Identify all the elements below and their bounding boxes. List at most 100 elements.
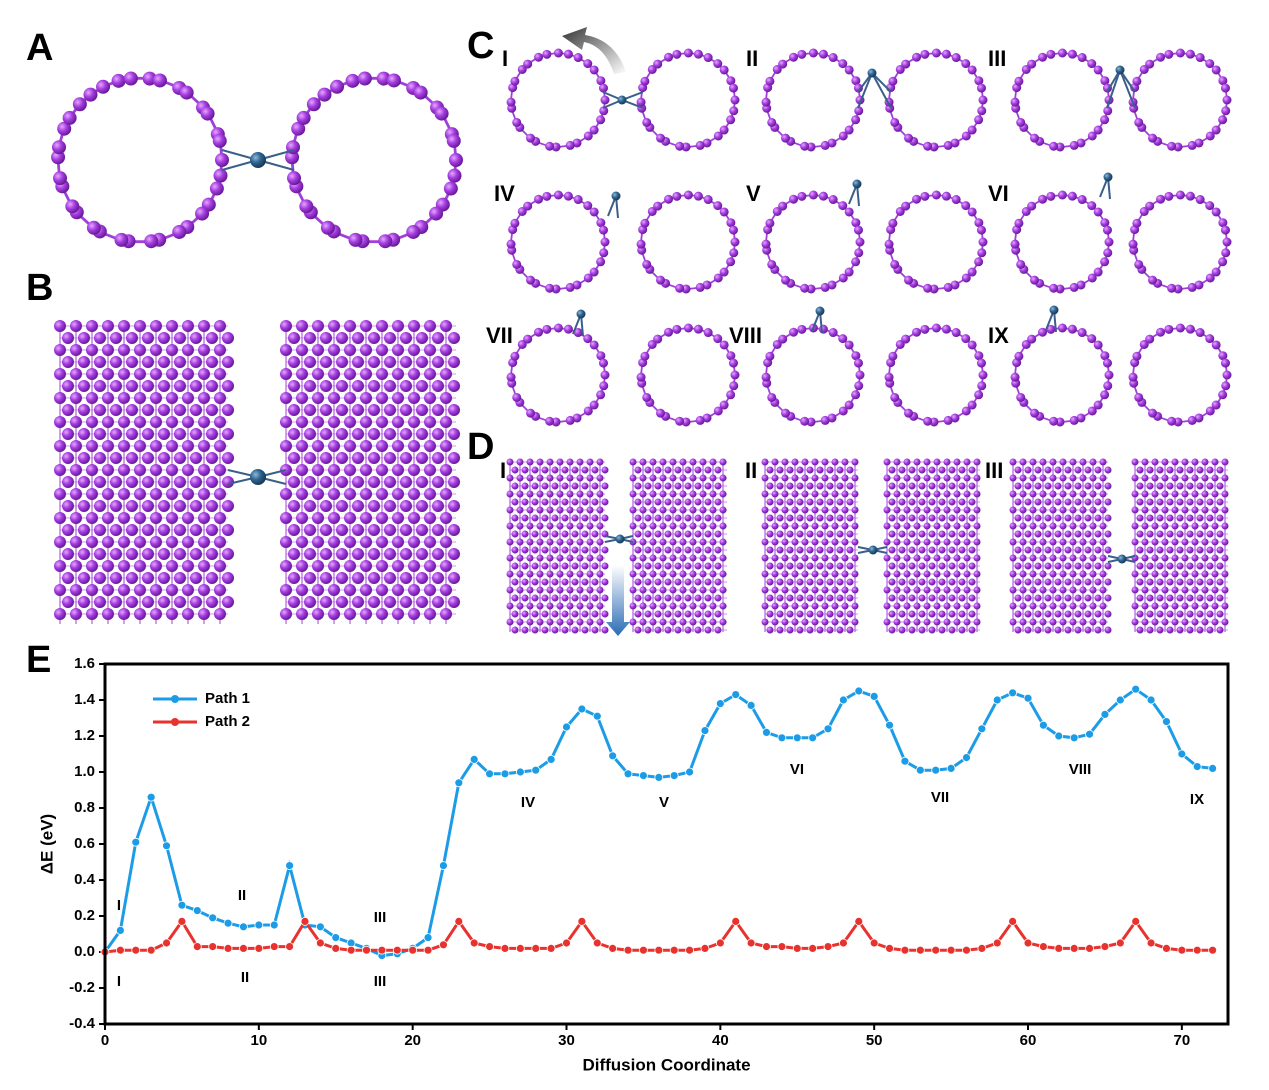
p-atom (392, 464, 404, 476)
p-atom (521, 594, 529, 602)
p-atom (903, 506, 911, 514)
p-atom (1064, 610, 1072, 618)
p-atom (826, 578, 834, 586)
p-atom (1216, 482, 1224, 490)
p-atom (296, 110, 311, 125)
p-atom (1176, 514, 1184, 522)
p-atom (704, 482, 712, 490)
p-atom (689, 490, 697, 498)
p-atom (789, 52, 799, 62)
p-atom (1131, 522, 1139, 530)
p-atom (826, 466, 834, 474)
p-atom (1039, 554, 1047, 562)
p-atom (714, 498, 722, 506)
p-atom (118, 608, 130, 620)
p-atom (150, 416, 162, 428)
p-atom (1077, 53, 1087, 63)
p-atom (771, 554, 779, 562)
p-atom (634, 610, 642, 618)
p-atom (933, 618, 941, 626)
p-atom (94, 380, 106, 392)
p-atom (102, 368, 114, 380)
p-atom (222, 500, 234, 512)
p-atom (70, 488, 82, 500)
p-atom (432, 476, 444, 488)
p-atom (110, 548, 122, 560)
p-atom (1156, 466, 1164, 474)
p-atom (126, 428, 138, 440)
p-atom (546, 490, 554, 498)
p-atom (838, 406, 848, 416)
p-atom (134, 344, 146, 356)
p-atom (440, 488, 452, 500)
p-atom (898, 482, 906, 490)
p-atom (291, 121, 306, 136)
p-atom (679, 522, 687, 530)
p-atom (679, 586, 687, 594)
p-atom (951, 328, 961, 338)
p-atom (62, 500, 74, 512)
p-atom (1146, 530, 1154, 538)
p-atom (1049, 141, 1059, 151)
p-atom (1201, 618, 1209, 626)
p-atom (352, 332, 364, 344)
p-atom (831, 570, 839, 578)
p-atom (1069, 415, 1079, 425)
point (1162, 717, 1171, 726)
p-atom (898, 594, 906, 602)
p-atom (1064, 514, 1072, 522)
p-atom (1171, 538, 1179, 546)
p-atom (526, 554, 534, 562)
p-atom (654, 594, 662, 602)
p-atom (938, 466, 946, 474)
p-atom (1167, 416, 1177, 426)
p-atom (1079, 554, 1087, 562)
p-atom (142, 356, 154, 368)
point (946, 945, 956, 955)
p-atom (158, 500, 170, 512)
p-atom (54, 464, 66, 476)
p-atom (674, 514, 682, 522)
p-atom (898, 514, 906, 522)
p-atom (820, 282, 830, 292)
p-atom (903, 618, 911, 626)
p-atom (1079, 474, 1087, 482)
p-atom (1024, 466, 1032, 474)
p-atom (1019, 474, 1027, 482)
p-atom (511, 498, 519, 506)
p-atom (709, 554, 717, 562)
p-atom (1094, 578, 1102, 586)
p-atom (1029, 554, 1037, 562)
p-atom (432, 428, 444, 440)
p-atom (664, 52, 674, 62)
p-atom (796, 514, 804, 522)
p-atom (150, 608, 162, 620)
p-atom (110, 356, 122, 368)
p-atom (565, 415, 575, 425)
p-atom (1014, 562, 1022, 570)
p-atom (730, 237, 740, 247)
p-atom (1221, 570, 1229, 578)
p-atom (1206, 546, 1214, 554)
p-atom (831, 586, 839, 594)
p-atom (296, 464, 308, 476)
p-atom (761, 97, 771, 107)
annotation: VII (931, 789, 949, 806)
p-atom (634, 626, 642, 634)
p-atom (699, 458, 707, 466)
p-atom (209, 181, 224, 196)
p-atom (416, 596, 428, 608)
p-atom (951, 53, 961, 63)
p-atom (923, 602, 931, 610)
p-atom (846, 466, 854, 474)
p-atom (1064, 530, 1072, 538)
p-atom (694, 498, 702, 506)
point (162, 938, 171, 948)
p-atom (974, 115, 984, 125)
p-atom (413, 85, 428, 100)
p-atom (669, 506, 677, 514)
p-atom (280, 416, 292, 428)
p-atom (821, 586, 829, 594)
point (1177, 749, 1187, 759)
p-atom (1221, 618, 1229, 626)
